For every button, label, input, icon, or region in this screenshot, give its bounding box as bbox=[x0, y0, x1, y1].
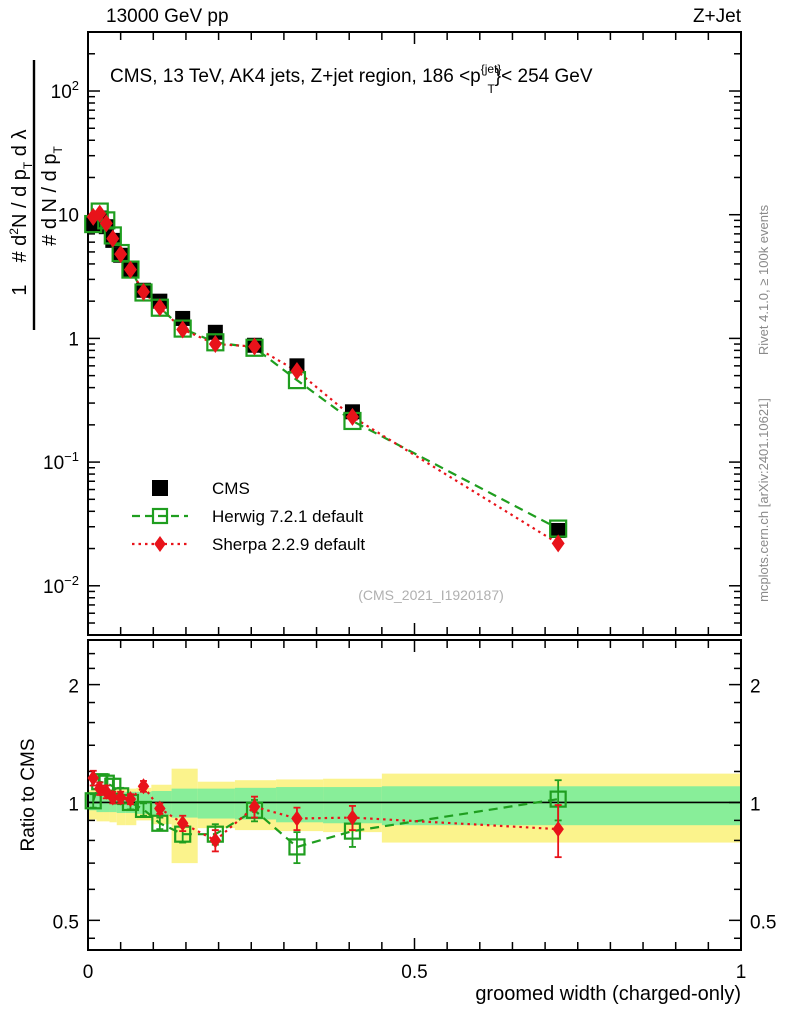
cms-marker bbox=[550, 522, 566, 538]
sherpa-marker bbox=[551, 534, 565, 553]
ratio-y-tick-label: 1 bbox=[68, 794, 79, 815]
ratio-y-axis-ticks: 2 2 1 1 0.5 0.5 bbox=[53, 639, 776, 940]
analysis-id-watermark: (CMS_2021_I1920187) bbox=[358, 587, 504, 603]
sherpa-marker bbox=[208, 335, 222, 354]
sherpa-ratio-marker bbox=[291, 810, 303, 827]
x-tick-label: 0.5 bbox=[401, 962, 427, 983]
main-y-axis-label: # d2N / d pT d λ# d N / d pT 1 bbox=[7, 60, 65, 330]
main-panel-frame bbox=[87, 31, 742, 636]
sherpa-marker bbox=[176, 320, 190, 339]
legend-marker-diamond bbox=[154, 536, 166, 552]
band-inner bbox=[197, 788, 235, 819]
ratio-y-tick-label: 0.5 bbox=[53, 912, 79, 933]
sherpa-ratio-marker bbox=[93, 780, 106, 797]
sherpa-ratio-marker bbox=[154, 800, 166, 817]
legend-label: Herwig 7.2.1 default bbox=[212, 507, 363, 526]
mcplots-source-note: mcplots.cern.ch [arXiv:2401.10621] bbox=[756, 398, 771, 602]
x-tick-label: 1 bbox=[736, 962, 747, 983]
sherpa-ratio-marker bbox=[137, 778, 150, 795]
legend-item-herwig[interactable]: Herwig 7.2.1 default bbox=[132, 507, 363, 526]
rivet-version-note: Rivet 4.1.0, ≥ 100k events bbox=[756, 204, 771, 355]
ylabel-denominator: # d N / d pT bbox=[39, 146, 65, 246]
legend-marker-filled-square bbox=[152, 480, 168, 496]
legend-item-cms[interactable]: CMS bbox=[152, 479, 250, 498]
legend-item-sherpa[interactable]: Sherpa 2.2.9 default bbox=[132, 535, 365, 554]
x-tick-label: 0 bbox=[83, 962, 94, 983]
ratio-y-tick-label-right: 0.5 bbox=[750, 912, 776, 933]
svg-text:10: 10 bbox=[58, 206, 79, 227]
herwig-ratio-marker bbox=[134, 800, 153, 819]
sherpa-ratio-marker bbox=[176, 815, 189, 832]
sherpa-marker bbox=[290, 362, 304, 381]
main-y-tick-label: 10 bbox=[58, 206, 79, 227]
sherpa-ratio-marker bbox=[124, 791, 137, 808]
sherpa-ratio-marker bbox=[100, 783, 113, 800]
main-markers-sherpa bbox=[86, 204, 565, 553]
ratio-series-sherpa bbox=[87, 769, 564, 859]
main-plot-title: CMS, 13 TeV, AK4 jets, Z+jet region, 186… bbox=[110, 62, 593, 96]
sherpa-marker bbox=[106, 229, 120, 248]
ratio-y-tick-label: 2 bbox=[68, 677, 79, 698]
svg-text:10−1: 10−1 bbox=[43, 449, 79, 474]
legend-marker-open-square bbox=[151, 507, 169, 525]
header-analysis-region: Z+Jet bbox=[693, 6, 742, 27]
sherpa-marker bbox=[137, 282, 150, 301]
x-axis-label: groomed width (charged-only) bbox=[475, 983, 741, 1005]
sherpa-marker bbox=[86, 207, 100, 226]
header-beam-energy: 13000 GeV pp bbox=[106, 6, 229, 27]
ratio-y-axis-label: Ratio to CMS bbox=[18, 739, 39, 852]
sherpa-ratio-marker bbox=[107, 789, 119, 806]
legend-label: Sherpa 2.2.9 default bbox=[212, 535, 365, 554]
legend: CMS Herwig 7.2.1 default Sherpa 2.2.9 defa… bbox=[132, 479, 365, 554]
main-y-tick-label: 102 bbox=[51, 78, 79, 103]
sherpa-ratio-marker bbox=[87, 769, 99, 786]
sherpa-marker bbox=[99, 214, 113, 233]
sherpa-ratio-marker bbox=[552, 821, 564, 838]
sherpa-ratio-marker bbox=[209, 832, 222, 849]
sherpa-marker bbox=[248, 337, 261, 356]
main-y-tick-label: 10−2 bbox=[43, 573, 79, 598]
ratio-uncertainty-bands bbox=[88, 768, 741, 864]
sherpa-ratio-marker bbox=[114, 789, 127, 806]
ylabel-one: 1 bbox=[9, 284, 31, 295]
ratio-y-tick-label-right: 2 bbox=[750, 677, 761, 698]
cms-marker bbox=[175, 310, 191, 326]
herwig-ratio-marker bbox=[288, 838, 306, 856]
sherpa-marker bbox=[345, 407, 359, 426]
ylabel-numerator: # d2N / d pT d λ bbox=[7, 129, 35, 262]
legend-label: CMS bbox=[212, 479, 250, 498]
sherpa-ratio-marker bbox=[346, 809, 359, 826]
sherpa-marker bbox=[114, 245, 128, 264]
sherpa-marker bbox=[123, 260, 137, 279]
main-y-axis-ticks: 102 10 1 10−1 10−2 bbox=[43, 31, 741, 636]
sherpa-ratio-marker bbox=[248, 798, 261, 815]
ratio-panel-frame bbox=[87, 639, 742, 951]
svg-text:1: 1 bbox=[68, 329, 79, 350]
svg-text:102: 102 bbox=[51, 78, 79, 103]
sherpa-marker bbox=[93, 204, 107, 223]
main-y-tick-label: 1 bbox=[68, 329, 79, 350]
herwig-ratio-marker bbox=[84, 792, 102, 810]
cms-marker bbox=[207, 324, 223, 340]
svg-text:10−2: 10−2 bbox=[43, 573, 79, 598]
ratio-y-tick-label-right: 1 bbox=[750, 794, 761, 815]
main-y-tick-label: 10−1 bbox=[43, 449, 79, 474]
sherpa-marker bbox=[153, 298, 167, 317]
